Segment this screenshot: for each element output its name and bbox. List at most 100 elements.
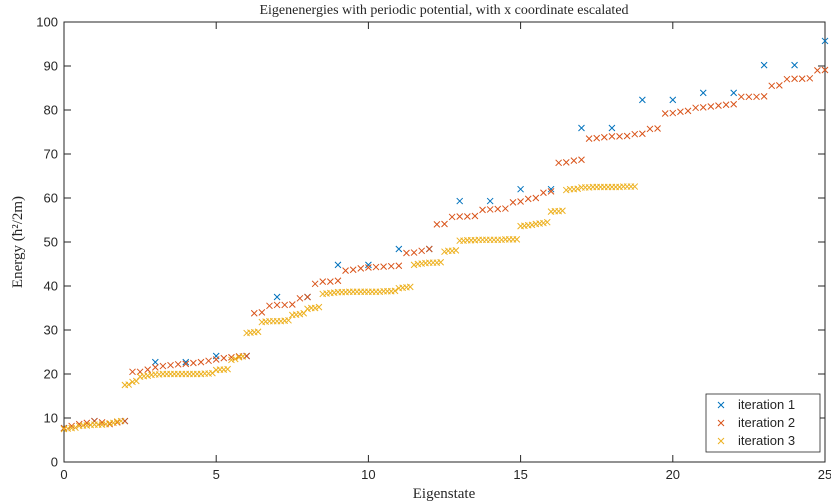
point [760,93,768,100]
point [228,353,235,361]
point [502,205,509,212]
point [562,159,570,166]
x-tick-label: 10 [361,467,375,482]
point [456,213,464,220]
point [98,419,106,426]
point [182,360,190,368]
point [159,362,167,370]
x-axis-label: Eigenstate [413,486,476,501]
point [608,133,616,140]
point [406,283,414,291]
point [395,262,403,270]
point [677,108,684,116]
point [288,301,296,308]
point [452,247,460,254]
point [578,124,585,132]
point [532,194,540,202]
point [821,37,829,45]
point [448,213,456,221]
chart-title: Eigenenergies with periodic potential, w… [259,3,628,18]
point [669,109,677,117]
point [68,422,75,430]
point [730,100,738,108]
point [608,124,616,132]
legend-label: iteration 3 [738,433,795,448]
point [524,195,532,203]
point [349,266,357,274]
point [224,365,231,373]
y-tick-label: 70 [44,147,58,162]
point [715,102,722,109]
point [745,93,753,101]
point [334,277,342,285]
y-tick-label: 80 [44,103,58,118]
point [699,89,707,97]
point [258,309,266,316]
point [212,356,220,363]
point [555,159,563,167]
point [425,245,433,253]
y-tick-label: 100 [36,15,58,30]
point [806,74,814,82]
point [220,354,228,362]
point [281,301,289,309]
point [403,249,410,257]
point [707,103,715,110]
point [285,316,292,324]
point [578,156,585,164]
x-tick-label: 25 [818,467,831,482]
point [231,355,239,363]
point [623,132,631,140]
point [509,199,517,206]
point [304,293,311,301]
point [547,188,555,195]
y-axis-label: Energy (ħ²/2m) [10,196,26,288]
point [791,61,798,69]
point [547,185,555,193]
point [593,134,601,142]
point [239,353,247,360]
point [456,197,464,205]
point [144,366,152,373]
point [692,104,699,112]
legend-marker [717,419,725,427]
point [125,381,133,388]
plot-area [63,21,826,463]
point [768,82,776,90]
point [639,130,646,138]
point [410,249,418,256]
y-tick-label: 30 [44,323,58,338]
point [737,93,745,101]
point [585,135,593,142]
point [471,212,479,220]
point [387,262,395,270]
point [540,189,547,197]
point [661,110,669,117]
point [437,258,445,266]
point [342,267,349,274]
y-tick-label: 90 [44,59,58,74]
legend-marker [717,401,725,409]
point [250,309,258,317]
point [182,358,190,366]
point [418,247,426,255]
point [486,206,494,213]
point [151,364,159,371]
point [433,221,441,228]
point [197,358,205,366]
x-tick-label: 20 [666,467,680,482]
point [326,278,334,285]
point [669,96,677,104]
point [730,89,738,97]
y-tick-label: 10 [44,411,58,426]
point [190,359,197,367]
point [574,185,582,193]
point [254,328,262,336]
point [543,218,551,226]
point [117,417,125,425]
point [463,213,471,220]
x-tick-label: 5 [213,467,220,482]
point [646,125,654,133]
point [699,104,707,111]
